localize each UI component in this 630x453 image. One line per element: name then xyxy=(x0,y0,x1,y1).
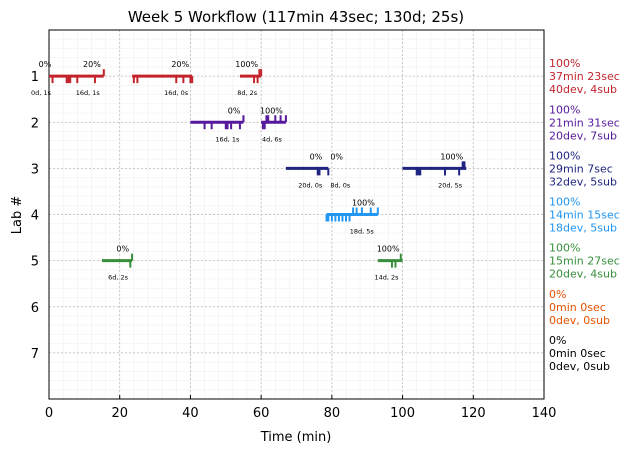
lab-summary-line: 40dev, 4sub xyxy=(549,83,617,96)
lab-summary-line: 32dev, 5sub xyxy=(549,175,617,188)
chart-title: Week 5 Workflow (117min 43sec; 130d; 25s… xyxy=(128,8,464,26)
lab-summary-line: 37min 23sec xyxy=(549,70,620,83)
y-tick-label: 7 xyxy=(31,347,39,362)
segment-extra-pct: 0% xyxy=(330,152,343,161)
lab-summary-line: 100% xyxy=(549,196,580,209)
plot-frame xyxy=(48,29,545,400)
x-tick-label: 80 xyxy=(324,406,341,421)
lab-summary-line: 18dev, 5sub xyxy=(549,222,617,235)
y-tick-label: 4 xyxy=(31,209,39,224)
lab-summary-line: 15min 27sec xyxy=(549,255,620,268)
lab-summary-line: 100% xyxy=(549,149,580,162)
segment-end-pct: 20% xyxy=(83,60,101,69)
x-tick-label: 20 xyxy=(111,406,128,421)
segment-end-pct: 100% xyxy=(235,60,258,69)
x-axis-label: Time (min) xyxy=(260,430,332,445)
lab-summary-line: 21min 31sec xyxy=(549,116,620,129)
segment-end-note: 4d, 6s xyxy=(262,135,283,143)
lab-summary-line: 100% xyxy=(549,242,580,255)
lab-summary-line: 100% xyxy=(549,57,580,70)
segment-start-pct: 0% xyxy=(39,60,52,69)
y-tick-label: 6 xyxy=(31,301,39,316)
segment-end-pct: 20% xyxy=(171,60,189,69)
x-tick-label: 40 xyxy=(182,406,199,421)
lab-summary-line: 100% xyxy=(549,103,580,116)
segment-end-pct: 0% xyxy=(228,106,241,115)
segment-end-note: 8d, 2s xyxy=(237,89,258,97)
segment-end-note: 16d, 1s xyxy=(76,89,101,97)
segment-end-pct: 0% xyxy=(116,245,129,254)
lab-summary-line: 0% xyxy=(549,334,566,347)
y-tick-label: 5 xyxy=(31,255,39,270)
lab-summary-line: 14min 15sec xyxy=(549,209,620,222)
segment-extra-note: 8d, 0s xyxy=(330,181,351,189)
lab-summary-line: 0dev, 0sub xyxy=(549,314,610,327)
segment-end-note: 14d, 2s xyxy=(375,274,400,282)
segment-end-note: 16d, 0s xyxy=(164,89,189,97)
lab-summary-line: 20dev, 7sub xyxy=(549,129,617,142)
segment-end-note: 20d, 0s xyxy=(298,181,323,189)
segment-end-note: 16d, 1s xyxy=(215,135,240,143)
x-tick-label: 120 xyxy=(461,406,486,421)
lab-summary-line: 0% xyxy=(549,288,566,301)
segment-end-note: 6d, 2s xyxy=(108,274,129,282)
segment-end-pct: 0% xyxy=(310,152,323,161)
segment-end-note: 18d, 5s xyxy=(350,228,375,236)
segment-start-note: 0d, 1s xyxy=(31,89,52,97)
y-tick-label: 1 xyxy=(31,70,39,85)
x-tick-label: 60 xyxy=(253,406,270,421)
y-tick-label: 2 xyxy=(31,116,39,131)
y-axis-label: Lab # xyxy=(10,196,25,235)
lab-summary-line: 0dev, 0sub xyxy=(549,360,610,373)
segment-end-pct: 100% xyxy=(352,199,375,208)
lab-summary-line: 29min 7sec xyxy=(549,162,613,175)
lab-summary-line: 0min 0sec xyxy=(549,301,606,314)
segment-end-pct: 100% xyxy=(440,152,463,161)
segment-end-pct: 100% xyxy=(260,106,283,115)
lab-summary-line: 0min 0sec xyxy=(549,347,606,360)
lab-summary-line: 20dev, 4sub xyxy=(549,268,617,281)
y-tick-label: 3 xyxy=(31,162,39,177)
x-tick-label: 0 xyxy=(45,406,53,421)
segment-end-note: 20d, 5s xyxy=(438,181,463,189)
x-tick-label: 140 xyxy=(532,406,557,421)
x-tick-label: 100 xyxy=(390,406,415,421)
segment-end-pct: 100% xyxy=(377,245,400,254)
